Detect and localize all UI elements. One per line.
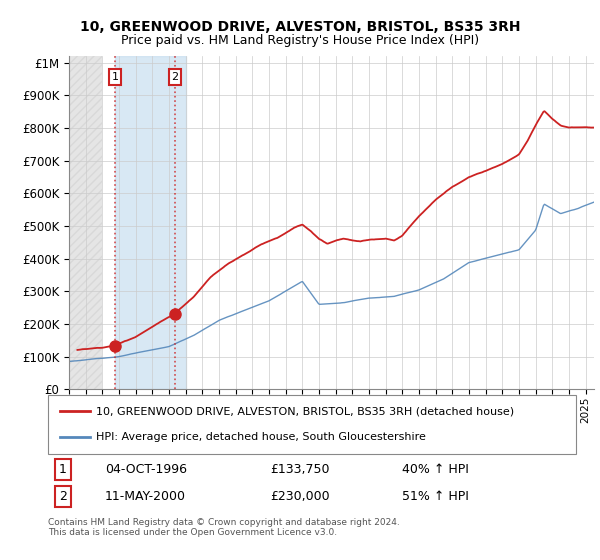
Text: 10, GREENWOOD DRIVE, ALVESTON, BRISTOL, BS35 3RH: 10, GREENWOOD DRIVE, ALVESTON, BRISTOL, … (80, 20, 520, 34)
Text: 04-OCT-1996: 04-OCT-1996 (105, 463, 187, 476)
Text: £230,000: £230,000 (270, 490, 329, 503)
Text: 1: 1 (59, 463, 67, 476)
Text: 40% ↑ HPI: 40% ↑ HPI (402, 463, 469, 476)
Text: 10, GREENWOOD DRIVE, ALVESTON, BRISTOL, BS35 3RH (detached house): 10, GREENWOOD DRIVE, ALVESTON, BRISTOL, … (96, 406, 514, 416)
Text: £133,750: £133,750 (270, 463, 329, 476)
Text: HPI: Average price, detached house, South Gloucestershire: HPI: Average price, detached house, Sout… (96, 432, 426, 442)
Text: 2: 2 (59, 490, 67, 503)
Text: 51% ↑ HPI: 51% ↑ HPI (402, 490, 469, 503)
Text: 1: 1 (112, 72, 118, 82)
Bar (69, 56, 103, 389)
Text: 2: 2 (172, 72, 179, 82)
Text: Price paid vs. HM Land Registry's House Price Index (HPI): Price paid vs. HM Land Registry's House … (121, 34, 479, 46)
Text: 11-MAY-2000: 11-MAY-2000 (105, 490, 186, 503)
Text: Contains HM Land Registry data © Crown copyright and database right 2024.
This d: Contains HM Land Registry data © Crown c… (48, 518, 400, 538)
Bar (115, 56, 185, 389)
